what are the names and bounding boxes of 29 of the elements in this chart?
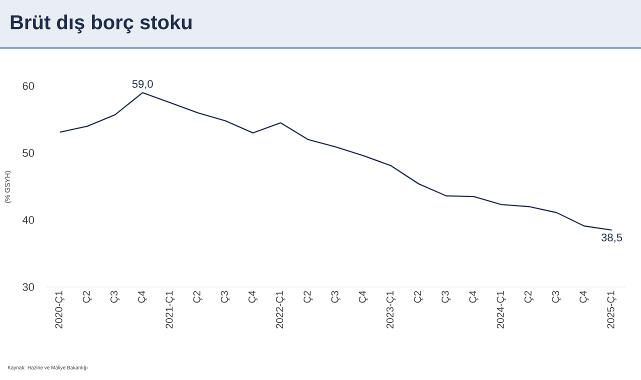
x-tick-label: 2023-Ç1 [386,291,396,328]
x-tick-label: Ç3 [552,290,562,303]
x-tick-label: Ç3 [331,290,340,303]
y-tick-label: 60 [22,82,34,90]
x-tick-label: Ç2 [524,291,534,303]
x-tick-label: Ç2 [82,291,92,303]
x-tick-label: Ç2 [193,291,202,303]
y-tick-label: 40 [22,216,34,224]
x-tick-label: Ç4 [248,290,258,303]
x-tick-label: Ç3 [442,290,451,303]
data-label: 38,5 [602,234,622,243]
chart-title: Brüt dış borç stoku [10,14,192,34]
x-tick-label: 2021-Ç1 [166,291,175,328]
data-label: 59,0 [132,80,153,90]
x-tick-label: Ç4 [469,290,478,303]
x-tick-label: 2024-Ç1 [496,291,506,328]
x-tick-label: Ç3 [220,290,230,303]
x-tick-label: Ç3 [110,290,120,303]
x-tick-label: Ç4 [358,290,368,303]
x-tick-label: 2025-Ç1 [607,291,616,328]
x-tick-label: 2020-Ç1 [55,291,64,328]
x-tick-label: 2022-Ç1 [276,291,286,328]
x-tick-label: Ç4 [580,290,589,303]
line-series [59,92,612,231]
y-tick-label: 30 [22,283,34,291]
x-tick-label: Ç2 [414,291,424,303]
x-tick-label: Ç4 [138,290,148,303]
x-tick-label: Ç2 [304,291,313,303]
y-tick-label: 50 [22,149,34,157]
